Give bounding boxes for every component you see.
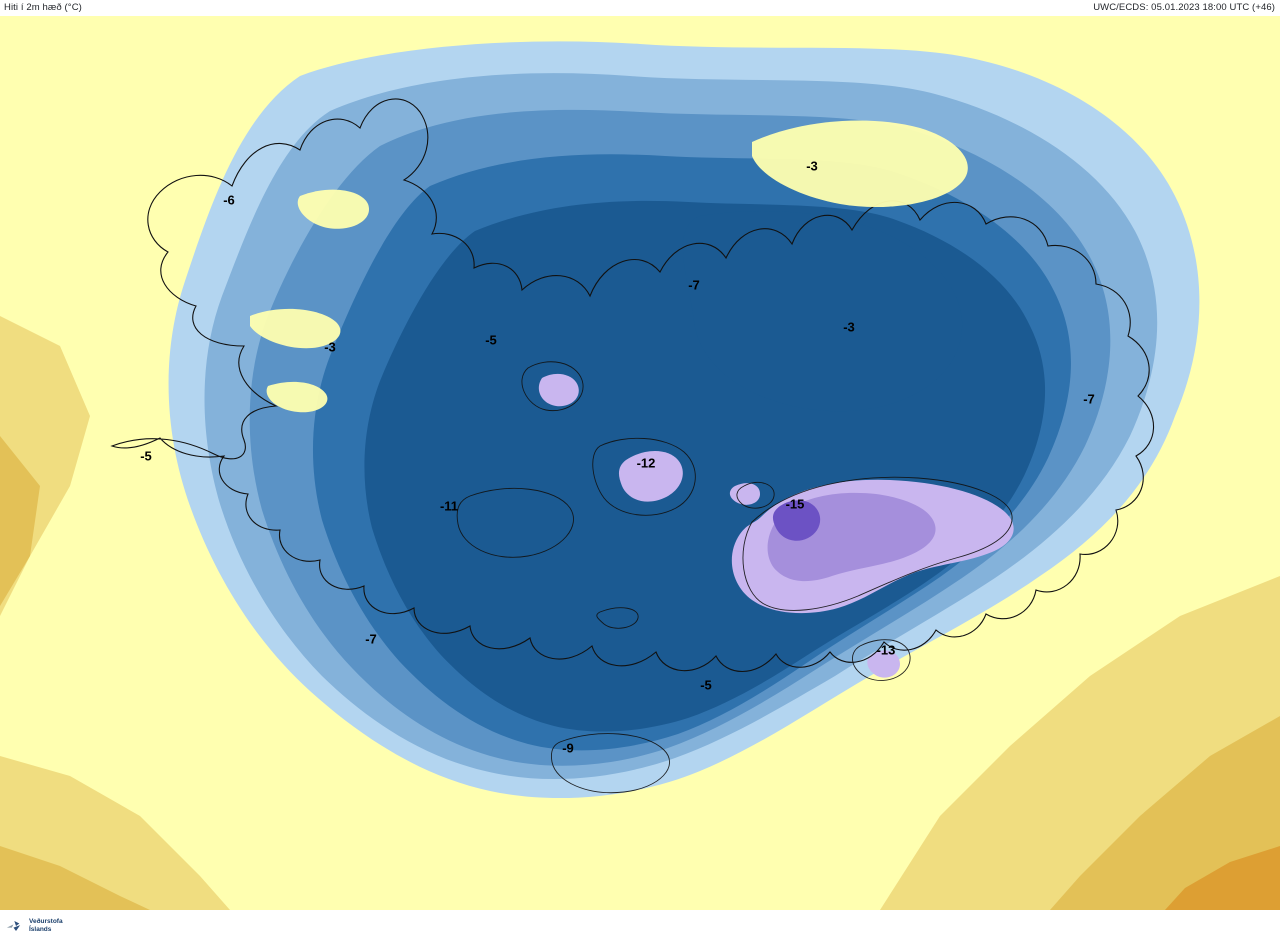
header-bar: Hiti í 2m hæð (°C) UWC/ECDS: 05.01.2023 … xyxy=(0,0,1280,16)
blob-oraefajokull xyxy=(867,650,900,678)
blob-langjokull xyxy=(538,373,579,407)
ocean-4-6-southwest xyxy=(0,846,150,910)
coastal-fringe xyxy=(250,120,968,413)
ocean-6-8-southeast xyxy=(1165,846,1280,910)
ocean-4-6-west xyxy=(0,436,40,606)
ocean-4-6-southeast xyxy=(1050,716,1280,910)
model-run-label: UWC/ECDS: 05.01.2023 18:00 UTC (+46) xyxy=(1093,2,1275,13)
blob-hofsjokull xyxy=(618,451,683,502)
logo-wordmark: Veðurstofa Íslands xyxy=(29,918,63,933)
glacier-core-minus16 xyxy=(772,500,821,541)
dark-lobe-north xyxy=(682,211,963,412)
logo-line-2: Íslands xyxy=(29,926,52,933)
logo-line-1: Veðurstofa xyxy=(29,918,63,926)
weather-arrow-icon xyxy=(6,921,21,931)
map-canvas xyxy=(0,16,1280,910)
vedurstofa-logo[interactable]: Veðurstofa Íslands xyxy=(6,914,70,938)
page-title: Hiti í 2m hæð (°C) xyxy=(4,2,82,13)
temperature-map[interactable]: -6 -3 -7 -3 -5 -3 -7 -5 -12 -15 -11 -7 -13 -5 -9 xyxy=(0,16,1280,910)
blob-tungnafells xyxy=(729,483,760,505)
inland-features xyxy=(456,361,1013,794)
footer-bar: Veðurstofa Íslands Lau. 7 Jan. 16:00 -16… xyxy=(0,910,1280,942)
iceland-coastline xyxy=(110,98,1155,673)
